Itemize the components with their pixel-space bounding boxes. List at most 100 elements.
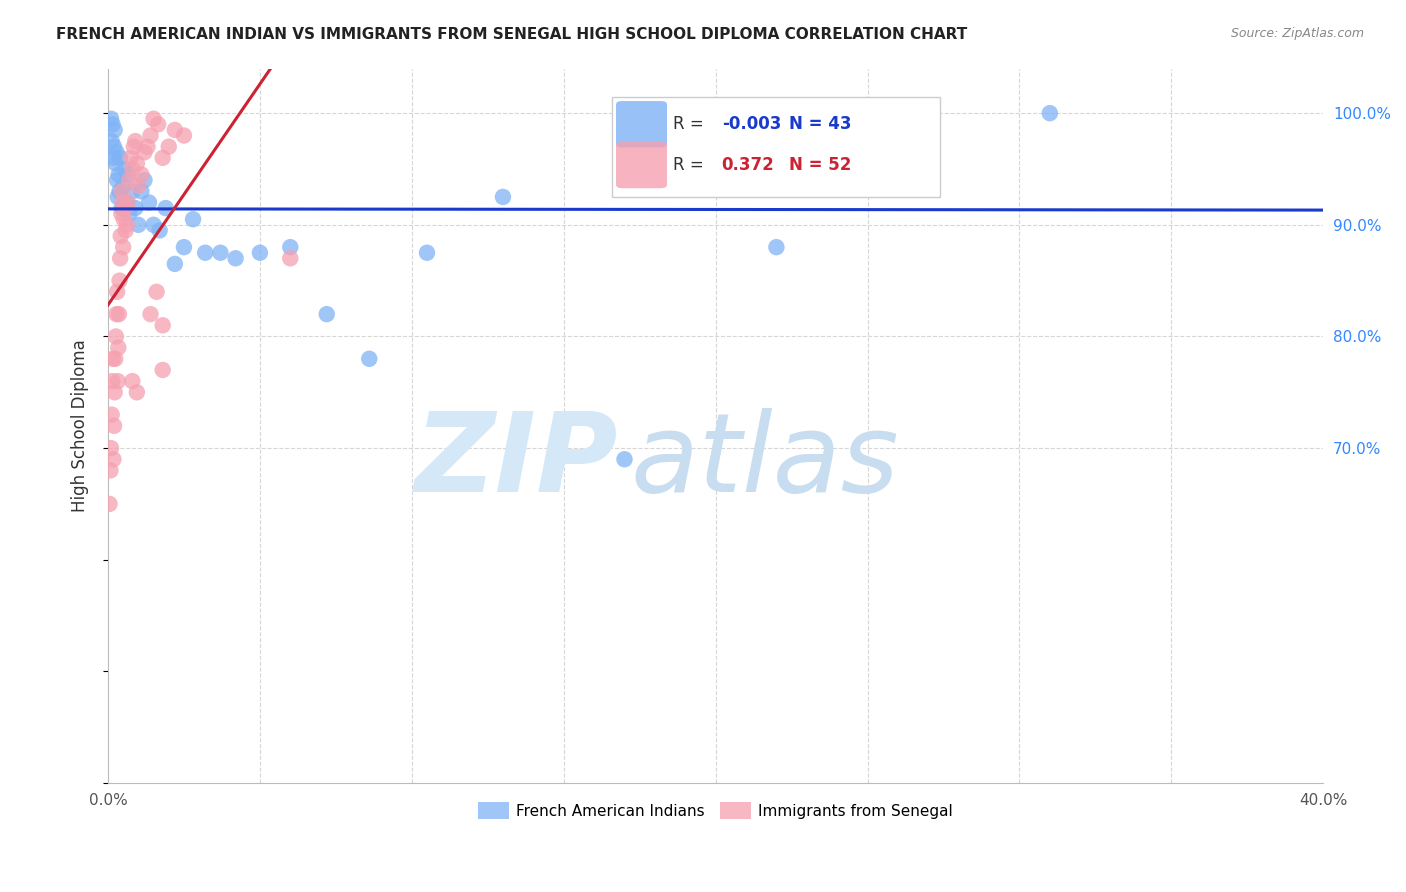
- Point: [152, 318, 174, 333]
- Point: [278, 240, 301, 254]
- Point: [100, 441, 122, 455]
- Point: [121, 161, 143, 176]
- Text: R =: R =: [673, 115, 709, 133]
- Point: [492, 190, 515, 204]
- Point: [155, 201, 177, 215]
- Point: [112, 212, 135, 227]
- Point: [104, 156, 127, 170]
- Point: [1039, 106, 1062, 120]
- FancyBboxPatch shape: [616, 142, 666, 188]
- Point: [100, 408, 122, 422]
- Text: Source: ZipAtlas.com: Source: ZipAtlas.com: [1230, 27, 1364, 40]
- Point: [105, 145, 128, 160]
- Text: atlas: atlas: [630, 408, 900, 515]
- Legend: French American Indians, Immigrants from Senegal: French American Indians, Immigrants from…: [472, 796, 959, 825]
- Point: [181, 212, 204, 227]
- Point: [145, 285, 167, 299]
- Point: [114, 161, 136, 176]
- Point: [121, 374, 143, 388]
- Point: [101, 374, 124, 388]
- Point: [121, 184, 143, 198]
- Point: [104, 329, 127, 343]
- Point: [104, 385, 127, 400]
- Point: [103, 151, 125, 165]
- Point: [107, 341, 129, 355]
- Point: [115, 218, 138, 232]
- Point: [416, 245, 439, 260]
- Point: [139, 307, 162, 321]
- Point: [105, 285, 128, 299]
- Point: [101, 117, 124, 131]
- Point: [115, 195, 138, 210]
- Point: [122, 139, 145, 153]
- Point: [138, 195, 160, 210]
- Text: N = 43: N = 43: [789, 115, 851, 133]
- Point: [117, 168, 139, 182]
- Point: [108, 307, 131, 321]
- Point: [110, 207, 132, 221]
- FancyBboxPatch shape: [613, 97, 941, 197]
- Point: [108, 151, 131, 165]
- Point: [173, 240, 195, 254]
- Point: [100, 134, 122, 148]
- Text: FRENCH AMERICAN INDIAN VS IMMIGRANTS FROM SENEGAL HIGH SCHOOL DIPLOMA CORRELATIO: FRENCH AMERICAN INDIAN VS IMMIGRANTS FRO…: [56, 27, 967, 42]
- Point: [105, 173, 128, 187]
- Point: [315, 307, 337, 321]
- Point: [127, 178, 149, 193]
- Point: [209, 245, 232, 260]
- Point: [163, 257, 186, 271]
- Point: [134, 173, 156, 187]
- Point: [613, 452, 636, 467]
- Point: [103, 452, 125, 467]
- Point: [131, 168, 153, 182]
- Point: [124, 134, 146, 148]
- Point: [173, 128, 195, 143]
- Text: N = 52: N = 52: [789, 156, 851, 174]
- Point: [103, 418, 125, 433]
- Point: [107, 190, 129, 204]
- Point: [125, 385, 148, 400]
- Point: [112, 240, 135, 254]
- Point: [100, 112, 122, 126]
- Point: [249, 245, 271, 260]
- Point: [278, 252, 301, 266]
- Point: [152, 363, 174, 377]
- Point: [111, 184, 134, 198]
- Point: [117, 195, 139, 210]
- Point: [98, 497, 121, 511]
- Point: [100, 463, 122, 477]
- Point: [108, 274, 131, 288]
- FancyBboxPatch shape: [616, 101, 666, 147]
- Point: [118, 207, 141, 221]
- Point: [149, 223, 172, 237]
- Point: [111, 201, 134, 215]
- Point: [110, 229, 132, 244]
- Point: [103, 139, 125, 153]
- Point: [146, 117, 169, 131]
- Point: [194, 245, 217, 260]
- Point: [765, 240, 787, 254]
- Point: [118, 173, 141, 187]
- Point: [105, 307, 128, 321]
- Point: [136, 139, 159, 153]
- Point: [111, 195, 134, 210]
- Point: [107, 374, 129, 388]
- Point: [157, 139, 180, 153]
- Point: [108, 252, 131, 266]
- Point: [107, 168, 129, 182]
- Point: [131, 184, 153, 198]
- Point: [114, 223, 136, 237]
- Point: [101, 351, 124, 366]
- Point: [125, 156, 148, 170]
- Text: -0.003: -0.003: [721, 115, 782, 133]
- Point: [134, 145, 156, 160]
- Point: [359, 351, 381, 366]
- Point: [104, 351, 127, 366]
- Point: [139, 128, 162, 143]
- Text: 0.372: 0.372: [721, 156, 775, 174]
- Point: [120, 151, 142, 165]
- Point: [225, 252, 247, 266]
- Point: [124, 201, 146, 215]
- Text: ZIP: ZIP: [415, 408, 619, 515]
- Text: R =: R =: [673, 156, 709, 174]
